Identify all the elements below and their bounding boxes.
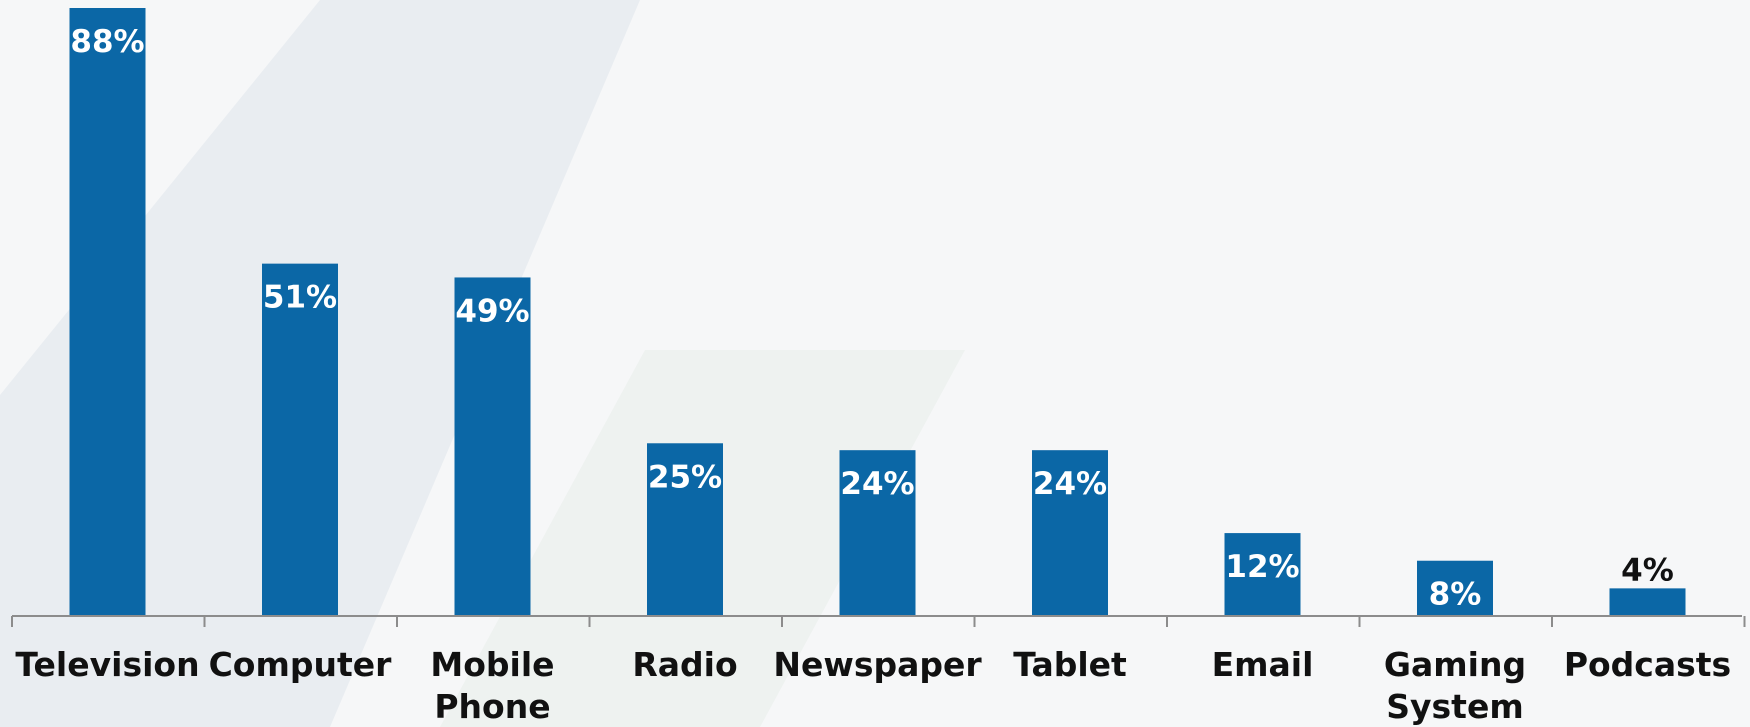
value-labels-group: 88% 51% 49% 25% 24% 24% 12% 8% 4% xyxy=(70,24,1673,613)
category-label: Podcasts xyxy=(1564,645,1731,684)
data-label: 4% xyxy=(1621,552,1674,588)
bar-tablet xyxy=(1032,450,1108,616)
category-label: Email xyxy=(1212,645,1314,684)
data-label: 24% xyxy=(840,466,914,502)
bar-gaming-system xyxy=(1417,560,1493,616)
bar-computer xyxy=(262,263,338,616)
category-label: Television xyxy=(15,645,199,684)
bars-group xyxy=(69,8,1686,616)
category-labels-group: Television Computer Mobile Phone Radio Newspa… xyxy=(15,645,1731,726)
bar-podcasts xyxy=(1609,588,1686,616)
bar-newspaper xyxy=(839,450,916,616)
data-label: 49% xyxy=(455,293,529,329)
bar-radio xyxy=(647,443,723,616)
data-label: 88% xyxy=(70,24,144,60)
category-label: Tablet xyxy=(1013,645,1127,684)
category-label: Computer xyxy=(209,645,393,684)
category-label: Mobile Phone xyxy=(430,645,554,726)
bar-mobile-phone xyxy=(454,277,531,616)
bar-television xyxy=(69,8,146,616)
category-label: Radio xyxy=(632,645,737,684)
data-label: 24% xyxy=(1033,466,1107,502)
data-label: 25% xyxy=(648,459,722,495)
x-axis xyxy=(11,615,1746,627)
bar-email xyxy=(1224,533,1301,616)
category-label: Gaming System xyxy=(1384,645,1526,726)
data-label: 51% xyxy=(263,280,337,316)
data-label: 12% xyxy=(1225,549,1299,585)
data-label: 8% xyxy=(1429,577,1482,613)
category-label: Newspaper xyxy=(773,645,982,684)
